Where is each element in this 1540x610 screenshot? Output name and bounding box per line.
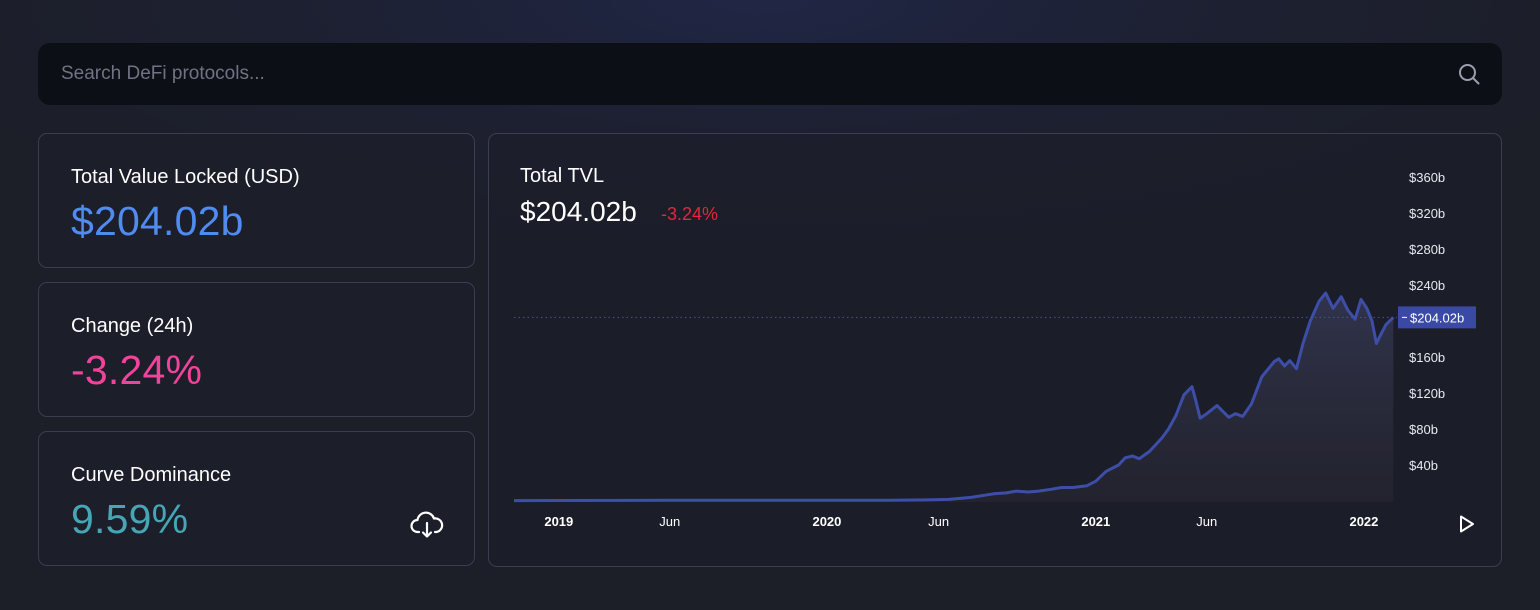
chart-value: $204.02b bbox=[520, 196, 637, 227]
x-tick-label: Jun bbox=[928, 514, 949, 529]
x-tick-label: 2021 bbox=[1081, 514, 1110, 529]
y-tick-label: $320b bbox=[1409, 206, 1445, 221]
tvl-label: Total Value Locked (USD) bbox=[71, 166, 300, 188]
download-icon[interactable] bbox=[410, 510, 444, 540]
current-value-label: $204.02b bbox=[1410, 310, 1464, 325]
chart-title: Total TVL bbox=[520, 165, 605, 187]
x-tick-label: Jun bbox=[1196, 514, 1217, 529]
chart-change: -3.24% bbox=[661, 204, 719, 224]
change-stat-card: Change (24h) -3.24% bbox=[38, 282, 475, 417]
y-tick-label: $120b bbox=[1409, 386, 1445, 401]
dominance-value: 9.59% bbox=[71, 496, 189, 542]
y-tick-label: $360b bbox=[1409, 170, 1445, 185]
y-tick-label: $280b bbox=[1409, 242, 1445, 257]
x-tick-label: Jun bbox=[659, 514, 680, 529]
tvl-value: $204.02b bbox=[71, 198, 244, 244]
y-tick-label: $80b bbox=[1409, 422, 1438, 437]
tvl-stat-card: Total Value Locked (USD) $204.02b bbox=[38, 133, 475, 268]
play-icon[interactable] bbox=[1458, 514, 1476, 534]
tvl-chart: $360b $320b $280b $240b $160b $120b $80b $40b $2… bbox=[513, 170, 1476, 529]
tvl-area-fill bbox=[514, 293, 1394, 502]
x-tick-label: 2020 bbox=[812, 514, 841, 529]
search-bar bbox=[38, 43, 1502, 105]
current-value-badge: $204.02b bbox=[1398, 306, 1476, 329]
change-value: -3.24% bbox=[71, 347, 203, 393]
dominance-stat-card: Curve Dominance 9.59% bbox=[38, 431, 475, 566]
y-tick-label: $240b bbox=[1409, 278, 1445, 293]
current-value-badge-bg bbox=[1398, 306, 1476, 329]
y-tick-label: $40b bbox=[1409, 458, 1438, 473]
tvl-chart-card: $360b $320b $280b $240b $160b $120b $80b $40b $2… bbox=[488, 133, 1502, 567]
change-label: Change (24h) bbox=[71, 315, 194, 337]
dominance-label: Curve Dominance bbox=[71, 464, 232, 486]
search-icon[interactable] bbox=[1458, 63, 1480, 85]
tvl-series-line bbox=[513, 291, 1395, 503]
x-tick-label: 2019 bbox=[544, 514, 573, 529]
search-input[interactable] bbox=[38, 43, 1418, 105]
y-tick-label: $160b bbox=[1409, 350, 1445, 365]
x-tick-label: 2022 bbox=[1349, 514, 1378, 529]
